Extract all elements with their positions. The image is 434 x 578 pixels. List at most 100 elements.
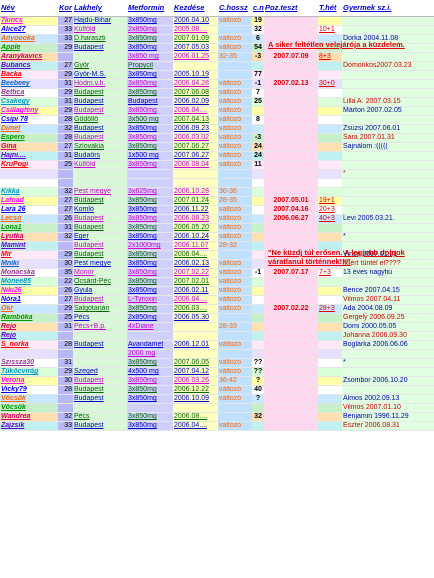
cell-nev[interactable]: Bettica [0,88,58,98]
cell-cn[interactable] [252,241,264,251]
cell-thet[interactable] [318,160,342,170]
cell-kor[interactable]: 32 [58,124,73,134]
cell-kor[interactable]: 31 [58,151,73,161]
cell-cn[interactable] [252,277,264,287]
cell-kez[interactable]: 2007.04.13 [173,115,218,125]
cell-ch[interactable]: változó [218,259,252,269]
cell-kez[interactable]: 2007.01.09 [173,34,218,44]
cell-lak[interactable]: Pécs [73,313,127,323]
cell-kor[interactable]: 27 [58,196,73,206]
cell-thet[interactable] [318,376,342,386]
cell-nev[interactable]: Csillagfény [0,106,58,116]
cell-kor[interactable]: 29 [58,70,73,80]
cell-met[interactable]: 3x850mg [127,70,173,80]
cell-kez[interactable]: 2007.06.08 [173,88,218,98]
cell-met[interactable]: 3x850mg [127,223,173,233]
cell-kor[interactable] [58,241,73,251]
cell-kez[interactable]: 2007.02.01 [173,277,218,287]
cell-met[interactable]: 3x850mg [127,88,173,98]
cell-met[interactable]: 2x850mg [127,25,173,35]
cell-cn[interactable] [252,421,264,431]
cell-met[interactable]: 4x500 mg [127,367,173,377]
cell-thet[interactable] [318,349,342,359]
cell-gy[interactable]: Levi 2005.03.21. [342,214,434,224]
cell-thet[interactable] [318,187,342,197]
header-chossz[interactable]: C.hossz [218,0,252,17]
cell-thet[interactable] [318,70,342,80]
cell-poz[interactable]: 2006.06.27 [264,214,318,224]
cell-ch[interactable]: változó [218,115,252,125]
cell-cn[interactable]: ? [252,376,264,386]
cell-thet[interactable] [318,223,342,233]
cell-ch[interactable]: változó [218,367,252,377]
cell-nev[interactable]: Hajni.... [0,151,58,161]
cell-ch[interactable]: változó [218,277,252,287]
cell-thet[interactable]: 30+0 [318,79,342,89]
cell-thet[interactable] [318,286,342,296]
cell-thet[interactable] [318,115,342,125]
header-poz-teszt[interactable]: Poz.teszt [264,0,318,17]
cell-kor[interactable] [58,52,73,62]
cell-poz[interactable] [264,367,318,377]
cell-cn[interactable]: 40 [252,385,264,395]
cell-met[interactable]: Avandamet [127,340,173,350]
cell-nev[interactable]: Beebeey [0,79,58,89]
header-kor[interactable]: Kor [58,0,73,17]
cell-poz[interactable]: 2007.07.17 [264,268,318,278]
cell-lak[interactable]: Öcsárd-Péc [73,277,127,287]
cell-ch[interactable]: változó [218,394,252,404]
cell-cn[interactable] [252,250,264,260]
cell-cn[interactable]: -1 [252,268,264,278]
cell-nev[interactable]: Espero [0,133,58,143]
cell-gy[interactable]: * [342,358,434,368]
cell-thet[interactable] [318,421,342,431]
cell-met[interactable]: 2000 mg [127,349,173,359]
cell-ch[interactable]: változó [218,340,252,350]
cell-lak[interactable]: Budapest [73,43,127,53]
cell-ch[interactable] [218,331,252,341]
cell-met[interactable]: 3x850mg [127,376,173,386]
cell-gy[interactable]: Vilmos 2007.01.10 [342,403,434,413]
cell-kor[interactable]: 32 [58,412,73,422]
cell-nev[interactable]: Zajzsik [0,421,58,431]
cell-poz[interactable] [264,232,318,242]
cell-gy[interactable] [342,367,434,377]
cell-gy[interactable]: Eszter 2006.08.31 [342,421,434,431]
cell-kor[interactable]: 33 [58,421,73,431]
cell-met[interactable]: 3x850mg [127,142,173,152]
cell-kez[interactable]: 2007.06.05 [173,358,218,368]
cell-ch[interactable]: változó [218,133,252,143]
cell-kor[interactable]: 30 [58,259,73,269]
cell-ch[interactable] [218,61,252,71]
cell-met[interactable]: 3x850mg [127,268,173,278]
cell-gy[interactable] [342,205,434,215]
cell-kez[interactable] [173,322,218,332]
cell-lak[interactable]: Budapest [73,376,127,386]
cell-gy[interactable] [342,16,434,26]
cell-met[interactable]: 2x1000mg [127,241,173,251]
cell-poz[interactable] [264,43,318,53]
cell-met[interactable]: 3x850mg [127,304,173,314]
cell-met[interactable]: 3x850mg [127,106,173,116]
cell-thet[interactable]: 19+1 [318,196,342,206]
cell-nev[interactable]: 7kincs [0,16,58,26]
cell-poz[interactable] [264,394,318,404]
cell-nev[interactable]: Nóra1 [0,295,58,305]
cell-poz[interactable] [264,187,318,197]
cell-met[interactable]: 3x850mg [127,358,173,368]
cell-cn[interactable] [252,205,264,215]
cell-thet[interactable] [318,151,342,161]
cell-thet[interactable] [318,34,342,44]
cell-lak[interactable]: Győr [73,61,127,71]
cell-lak[interactable]: Pécs+B.p. [73,322,127,332]
cell-thet[interactable]: 8+3 [318,52,342,62]
cell-cn[interactable] [252,403,264,413]
cell-poz[interactable] [264,61,318,71]
cell-nev[interactable]: Alice27 [0,25,58,35]
cell-cn[interactable]: -3 [252,133,264,143]
cell-gy[interactable] [342,187,434,197]
cell-cn[interactable]: ?? [252,367,264,377]
cell-nev[interactable]: Csakegy [0,97,58,107]
cell-lak[interactable]: Külföld [73,160,127,170]
cell-cn[interactable] [252,259,264,269]
